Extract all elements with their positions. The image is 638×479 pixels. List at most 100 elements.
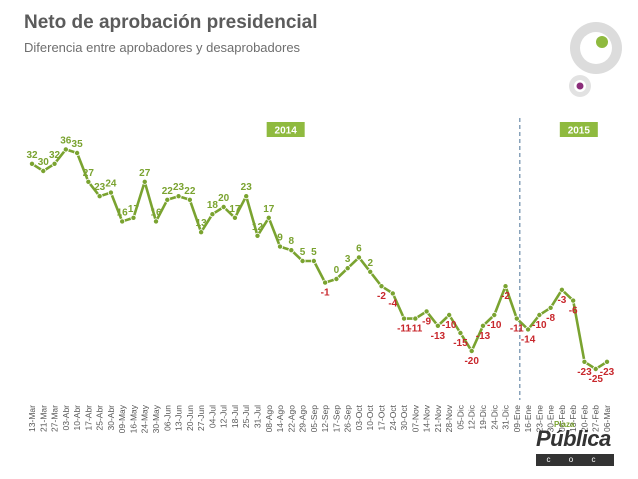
data-point	[513, 315, 520, 322]
x-tick-label: 10-Abr	[72, 405, 82, 431]
data-point	[28, 160, 35, 167]
x-tick-label: 27-Feb	[591, 405, 601, 432]
data-point	[254, 232, 261, 239]
data-label: 9	[277, 233, 283, 244]
data-label: -6	[569, 306, 578, 317]
data-label: 16	[150, 207, 162, 218]
x-tick-label: 30-Ene	[546, 405, 556, 433]
data-point	[322, 279, 329, 286]
data-point	[277, 243, 284, 250]
data-label: 2	[367, 258, 373, 269]
data-label: -20	[464, 356, 479, 367]
data-label: 27	[83, 168, 95, 179]
x-tick-label: 27-Jun	[196, 405, 206, 431]
year-badge-1	[559, 122, 598, 137]
year-badge-label: 2014	[275, 126, 298, 137]
x-tick-label: 10-Oct	[365, 404, 375, 430]
x-tick-label: 31-Jul	[253, 405, 263, 428]
data-label: -14	[521, 334, 536, 345]
data-point	[389, 290, 396, 297]
x-tick-label: 31-Dic	[501, 404, 511, 429]
x-tick-label: 30-Oct	[399, 404, 409, 430]
data-label: -25	[588, 374, 603, 385]
x-tick-label: 17-Sep	[331, 405, 341, 433]
x-tick-label: 09-May	[117, 404, 127, 433]
data-point	[434, 322, 441, 329]
x-tick-label: 25-Jul	[241, 405, 251, 428]
data-label: -13	[476, 331, 491, 342]
data-label: 13	[196, 218, 208, 229]
data-label: 3	[345, 254, 351, 265]
data-label: -2	[501, 291, 510, 302]
data-label: -10	[532, 320, 547, 331]
x-tick-label: 09-Ene	[512, 405, 522, 433]
data-point	[175, 193, 182, 200]
data-label: 30	[38, 157, 50, 168]
data-point	[107, 189, 114, 196]
x-tick-label: 20-Feb	[580, 405, 590, 432]
x-tick-label: 25-Abr	[95, 405, 105, 431]
x-tick-label: 14-Nov	[422, 404, 432, 432]
data-point	[502, 283, 509, 290]
logo-icon	[569, 22, 622, 97]
data-label: 23	[94, 182, 106, 193]
data-label: 6	[356, 243, 362, 254]
data-point	[457, 329, 464, 336]
data-label: -10	[442, 320, 457, 331]
data-point	[446, 311, 453, 318]
x-tick-label: 12-Jul	[219, 405, 229, 428]
x-tick-label: 26-Sep	[343, 405, 353, 433]
x-tick-label: 30-Abr	[106, 405, 116, 431]
data-point	[491, 311, 498, 318]
x-tick-label: 18-Jul	[230, 405, 240, 428]
data-label: -15	[453, 338, 468, 349]
x-tick-label: 22-Ago	[286, 405, 296, 433]
data-label: 17	[128, 204, 140, 215]
data-point	[288, 247, 295, 254]
data-point	[231, 214, 238, 221]
data-point	[378, 283, 385, 290]
data-point	[119, 218, 126, 225]
data-label: 35	[72, 139, 84, 150]
x-tick-label: 17-Abr	[83, 405, 93, 431]
data-point	[85, 178, 92, 185]
x-tick-label: 06-Mar	[602, 405, 612, 432]
data-point	[220, 203, 227, 210]
data-point	[74, 149, 81, 156]
brand-name: Pública	[536, 426, 611, 451]
x-tick-label: 16-Ene	[523, 405, 533, 433]
x-tick-label: 29-Ago	[298, 405, 308, 433]
data-label: -11	[510, 324, 524, 335]
data-point	[547, 304, 554, 311]
x-tick-label: 24-May	[140, 404, 150, 433]
x-tick-label: 03-Abr	[61, 405, 71, 431]
data-label: 24	[105, 179, 117, 190]
x-tick-label: 07-Nov	[410, 404, 420, 432]
data-point	[479, 322, 486, 329]
x-tick-label: 06-Feb	[557, 405, 567, 432]
data-point	[581, 358, 588, 365]
data-point	[344, 265, 351, 272]
data-point	[243, 193, 250, 200]
series-line	[31, 148, 608, 371]
data-point	[96, 193, 103, 200]
x-tick-label: 08-Ago	[264, 405, 274, 433]
x-tick-label: 27-Mar	[50, 405, 60, 432]
brand-logo: Plaza Pública c o c e m	[532, 420, 616, 476]
x-tick-label: 24-Dic	[489, 404, 499, 429]
x-tick-label: 20-Jun	[185, 405, 195, 431]
x-tick-label: 28-Nov	[444, 404, 454, 432]
data-label: 32	[49, 150, 61, 161]
data-point	[536, 311, 543, 318]
data-label: 17	[229, 204, 241, 215]
x-tick-label: 21-Nov	[433, 404, 443, 432]
brand-strip: c o c e m	[536, 454, 614, 476]
data-point	[367, 268, 374, 275]
x-tick-label: 21-Mar	[38, 405, 48, 432]
data-label: -11	[408, 324, 422, 335]
data-label: 23	[173, 182, 185, 193]
data-label: 23	[241, 182, 253, 193]
data-point	[40, 167, 47, 174]
data-point	[401, 315, 408, 322]
